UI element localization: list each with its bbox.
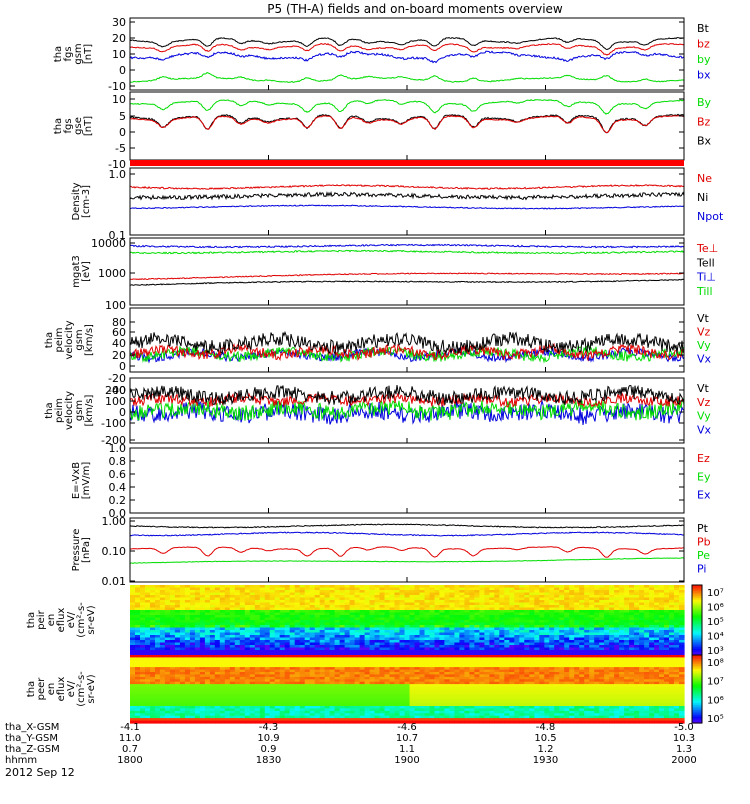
y-tick-label: 1000 [98,267,126,280]
y-axis-label: [cm-3] [81,185,92,218]
y-tick-label: 10000 [91,237,126,250]
colorbar-label: 10³ [707,646,724,657]
flag-bar [130,160,684,166]
y-axis-label: [nT] [83,116,94,136]
y-axis-label: [km/s] [84,324,95,356]
y-tick-label: 0.4 [109,481,127,494]
legend-entry: Ni [697,191,708,204]
legend-entry: Vt [697,312,710,325]
y-axis-label: [eV] [81,261,92,282]
y-axis-label: [km/s] [84,394,95,426]
y-axis-label: [mV/m] [81,462,92,500]
colorbar-label: 10⁶ [707,603,724,614]
colorbar-label: 10⁴ [707,632,724,643]
y-tick-label: 0 [119,64,126,77]
legend-entry: Vy [697,410,711,423]
legend-entry: by [697,53,711,66]
figure-title: P5 (TH-A) fields and on-board moments ov… [267,2,563,16]
y-tick-label: 0.01 [102,575,127,588]
legend-entry: Ne [697,172,712,185]
y-tick-label: 0.10 [102,545,127,558]
colorbar-label: 10⁷ [707,588,724,599]
y-tick-label: 5 [119,110,126,123]
legend-entry: Pb [697,536,711,549]
legend-entry: Pi [697,563,706,576]
y-axis-label: sr-eV) [86,605,97,634]
y-tick-label: -5 [115,142,126,155]
y-tick-label: 10 [112,93,126,106]
plot-area [130,238,684,305]
y-tick-label: 0.6 [109,468,127,481]
y-tick-label: 1.0 [109,168,127,181]
legend-entry: Bz [697,115,711,128]
legend-entry: Ti⊥ [696,271,716,284]
y-tick-label: 100 [105,299,126,312]
legend-entry: Vz [697,396,711,409]
legend-entry: Te⊥ [696,242,718,255]
y-tick-label: -100 [101,417,126,430]
y-tick-label: 0.8 [109,455,127,468]
legend-entry: bx [697,69,711,82]
legend-entry: By [697,96,712,109]
legend-entry: Tell [696,256,715,269]
panel-bar [130,160,684,166]
legend-entry: Ez [697,452,710,465]
legend-entry: Bx [697,135,712,148]
y-tick-label: 20 [112,32,126,45]
y-tick-label: 0 [119,126,126,139]
legend-entry: Pt [697,522,709,535]
legend-entry: Vy [697,339,711,352]
colorbar: 10⁷ 10⁶ 10⁵ 10⁴ 10³ [692,585,724,657]
colorbar-label: 10⁵ [707,617,724,628]
plot-area [130,168,684,235]
legend-entry: Vt [697,382,710,395]
legend-entry: Vx [697,423,712,436]
legend-entry: Npot [697,210,724,223]
legend-entry: Vz [697,326,711,339]
y-axis-label: [nPa] [81,537,92,563]
legend-entry: Ey [697,470,711,483]
y-tick-label: -10 [108,80,126,93]
legend-entry: Ex [697,489,711,502]
y-axis-label: [nT] [83,44,94,64]
y-tick-label: 0.2 [109,494,127,507]
legend-entry: Till [696,285,713,298]
legend-entry: Bt [697,22,710,35]
legend-entry: Pe [697,549,710,562]
y-tick-label: 30 [112,16,126,29]
y-tick-label: 10 [112,48,126,61]
y-tick-label: 1.00 [102,515,127,528]
legend-entry: bz [697,38,710,51]
legend-entry: Vx [697,353,712,366]
y-tick-label: 1.0 [109,442,127,455]
plot-area [130,448,684,513]
